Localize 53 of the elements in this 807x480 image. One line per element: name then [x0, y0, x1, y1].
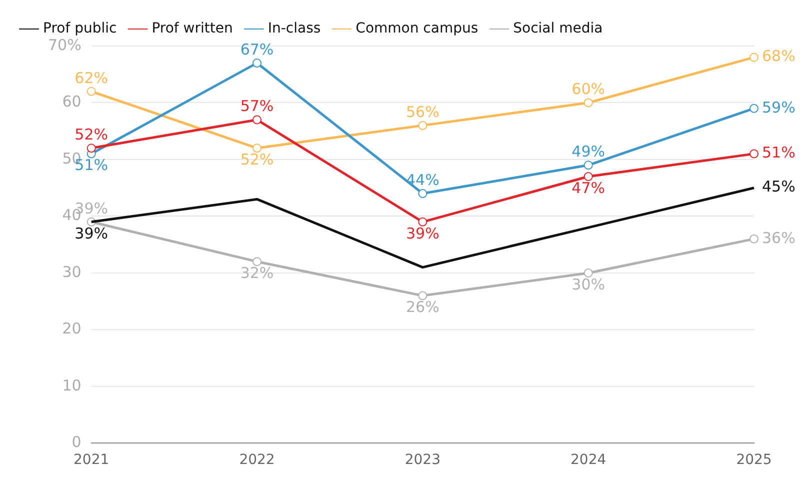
data-label: 59% — [762, 98, 796, 116]
y-tick-label: 70% — [48, 36, 82, 54]
point — [750, 52, 758, 62]
legend-label: Prof written — [152, 20, 233, 37]
x-tick-label: 2023 — [404, 452, 440, 468]
data-label: 68% — [762, 47, 796, 66]
point — [418, 291, 428, 300]
point — [584, 98, 593, 108]
data-label: 67% — [240, 40, 274, 58]
point — [86, 144, 96, 153]
point — [418, 120, 428, 130]
data-label: 62% — [74, 68, 108, 87]
point — [584, 268, 593, 278]
point — [418, 217, 428, 226]
point — [252, 144, 262, 153]
x-tick-label: 2024 — [570, 452, 606, 468]
y-tick-label: 10 — [62, 376, 82, 394]
x-tick-label: 2022 — [239, 452, 275, 468]
point — [418, 189, 428, 198]
legend-label: Common campus — [356, 20, 478, 37]
data-label: 39% — [406, 224, 440, 242]
data-label: 52% — [240, 150, 274, 169]
point — [252, 115, 262, 124]
data-label: 26% — [406, 298, 440, 316]
legend-label: Prof public — [43, 20, 117, 37]
data-label: 56% — [406, 102, 440, 121]
point — [750, 104, 758, 113]
legend-label: In-class — [268, 20, 321, 37]
data-label: 49% — [572, 142, 606, 161]
point — [584, 172, 593, 182]
point — [750, 149, 758, 158]
data-label: 45% — [762, 178, 796, 196]
point — [252, 58, 262, 68]
point — [86, 86, 96, 96]
data-label: 32% — [240, 264, 274, 282]
y-tick-label: 60 — [62, 92, 82, 111]
y-tick-label: 20 — [62, 320, 82, 338]
data-label: 30% — [572, 275, 606, 294]
data-label: 51% — [762, 144, 796, 162]
data-label: 57% — [240, 97, 274, 116]
point — [584, 160, 593, 170]
data-label: 39% — [74, 224, 108, 242]
x-tick-label: 2025 — [736, 452, 772, 468]
data-label: 47% — [572, 178, 606, 197]
y-tick-label: 0 — [72, 433, 82, 452]
legend-label: Social media — [513, 20, 603, 37]
data-label: 52% — [74, 126, 108, 144]
data-label: 36% — [762, 228, 796, 247]
point — [252, 257, 262, 266]
y-tick-label: 30 — [62, 262, 82, 281]
data-label: 60% — [572, 80, 606, 98]
point — [750, 234, 758, 244]
x-tick-label: 2021 — [74, 452, 110, 468]
